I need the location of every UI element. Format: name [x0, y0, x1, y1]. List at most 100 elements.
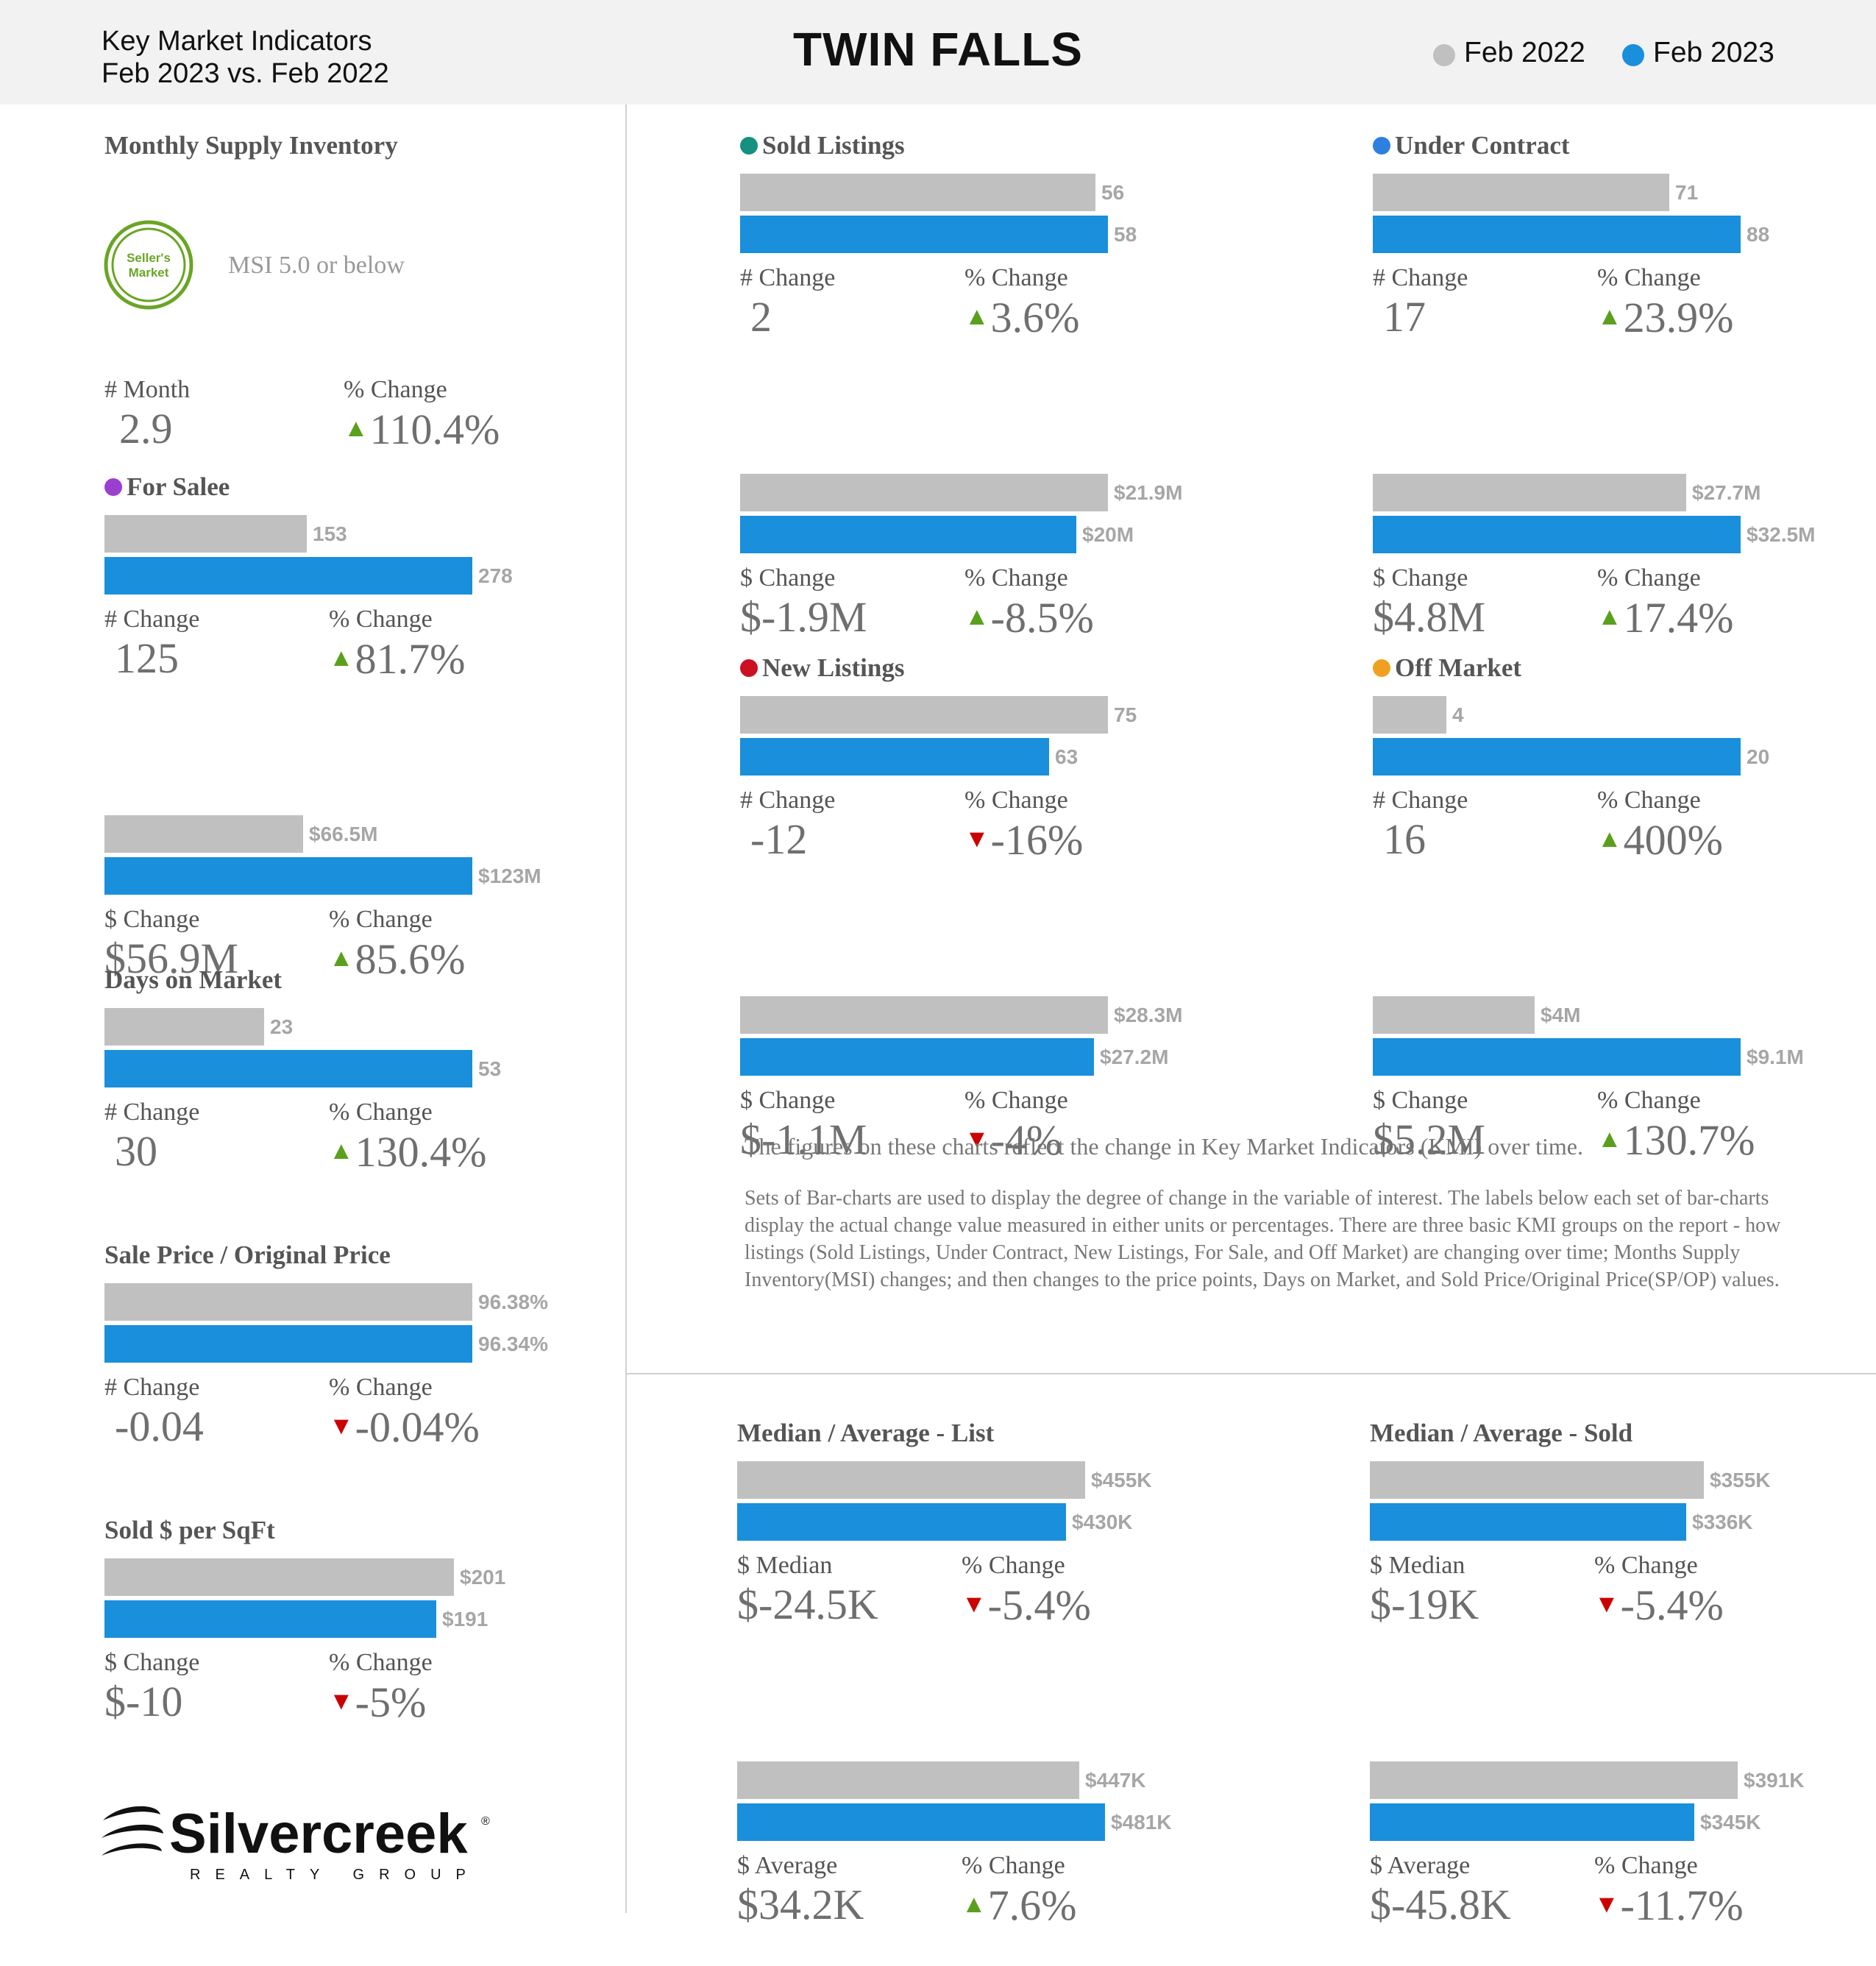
median-average-sold-pct-value: -11.7% [1620, 1881, 1744, 1929]
up-arrow-icon: ▲ [1597, 1126, 1622, 1153]
off-market-pct-value: 130.7% [1623, 1116, 1755, 1164]
sale-original-price-change-label: # Change [104, 1374, 200, 1401]
msi-threshold-text: MSI 5.0 or below [228, 252, 405, 279]
down-arrow-icon: ▼ [962, 1591, 987, 1618]
sellers-market-badge-icon: Seller's Market [104, 220, 193, 310]
for-sale-change-cell: # Change 125 [104, 599, 199, 683]
up-arrow-icon: ▲ [1597, 603, 1622, 631]
median-average-list-change-value: $34.2K [737, 1881, 864, 1928]
for-sale-group-1: $66.5M $123M $ Change $56.9M% Change ▲85.6% [104, 815, 708, 1020]
median-average-list-bar-value: $447K [1085, 1769, 1146, 1792]
sold-listings-title: Sold Listings [740, 124, 1343, 168]
median-average-sold-group-1: $391K $345K $ Average $-45.8K% Change ▼-11.7… [1370, 1761, 1876, 1966]
under-contract-panel: Under Contract 71 88 # Change 17% Change ▲23.… [1373, 124, 1876, 678]
sold-per-sqft-bar-feb-2023: $191 [104, 1600, 488, 1638]
new-listings-group-0: 75 63 # Change -12% Change ▼-16% [740, 696, 1343, 901]
median-average-sold-pct-label: % Change [1594, 1552, 1698, 1579]
sold-listings-bar-value: 56 [1101, 181, 1125, 204]
legend-dot-feb-2022 [1433, 44, 1455, 66]
median-average-list-change-cell: $ Median $-24.5K [737, 1545, 878, 1629]
median-average-sold-title-text: Median / Average - Sold [1370, 1419, 1633, 1447]
for-sale-change-label: # Change [104, 606, 200, 633]
median-average-list-bars: $455K $430K [737, 1461, 1340, 1545]
sold-listings-group-1: $21.9M $20M $ Change $-1.9M% Change ▲-8.5% [740, 474, 1343, 678]
sold-listings-pct-value-row: ▲-8.5% [964, 593, 1094, 642]
median-average-list-change-value: $-24.5K [737, 1580, 878, 1628]
median-average-sold-group-0: $355K $336K $ Median $-19K% Change ▼-5.4% [1370, 1461, 1876, 1666]
median-average-list-bar-feb-2023: $430K [737, 1503, 1133, 1541]
off-market-change-label: # Change [1373, 787, 1468, 814]
sale-original-price-bar-value: 96.34% [478, 1332, 548, 1355]
up-arrow-icon: ▲ [1597, 826, 1622, 853]
median-average-sold-change-value: $-19K [1370, 1580, 1479, 1628]
sold-listings-bar-feb-2023: $20M [740, 516, 1134, 553]
down-arrow-icon: ▼ [329, 1688, 354, 1715]
new-listings-change-value: -12 [750, 815, 808, 863]
sold-listings-change-row: $ Change $-1.9M% Change ▲-8.5% [740, 558, 1343, 678]
for-sale-dot-icon [104, 478, 122, 496]
sold-per-sqft-bar-value: $191 [442, 1608, 488, 1630]
for-sale-pct-value-row: ▲85.6% [329, 934, 465, 984]
sold-per-sqft-group-0: $201 $191 $ Change $-10% Change ▼-5% [104, 1558, 708, 1763]
sale-original-price-bar-value: 96.38% [478, 1291, 548, 1313]
sale-original-price-title: Sale Price / Original Price [104, 1233, 708, 1277]
median-average-sold-pct-value: -5.4% [1620, 1581, 1724, 1629]
sold-listings-bars: $21.9M $20M [740, 474, 1343, 558]
sold-listings-bar-feb-2023: 58 [740, 216, 1137, 253]
off-market-change-cell: $ Change $5.2M [1373, 1080, 1485, 1164]
days-on-market-bar-value: 53 [478, 1057, 502, 1080]
off-market-change-row: # Change 16% Change ▲400% [1373, 780, 1876, 901]
sold-per-sqft-bar-feb-2022: $201 [104, 1558, 505, 1596]
median-average-sold-panel: Median / Average - Sold $355K $336K $ Media… [1370, 1411, 1876, 1966]
under-contract-change-value: 17 [1383, 293, 1426, 341]
sold-listings-bars: 56 58 [740, 174, 1343, 258]
new-listings-bars: 75 63 [740, 696, 1343, 780]
median-average-sold-bar-feb-2022: $391K [1370, 1761, 1805, 1799]
sale-original-price-panel: Sale Price / Original Price 96.38% 96.34% #… [104, 1233, 708, 1488]
sold-listings-bar-feb-2022: 56 [740, 174, 1124, 211]
new-listings-change-cell: $ Change $-1.1M [740, 1080, 867, 1164]
for-sale-change-value: $56.9M [104, 934, 239, 982]
median-average-sold-bars: $391K $345K [1370, 1761, 1876, 1845]
msi-change-cell: # Month 2.9 [104, 369, 190, 453]
down-arrow-icon: ▼ [964, 826, 989, 853]
for-sale-bars: 153 278 [104, 515, 708, 599]
under-contract-group-0: 71 88 # Change 17% Change ▲23.9% [1373, 174, 1876, 378]
sold-listings-change-row: # Change 2% Change ▲3.6% [740, 258, 1343, 378]
off-market-bar-feb-2023: 20 [1373, 738, 1769, 776]
sold-per-sqft-change-row: $ Change $-10% Change ▼-5% [104, 1642, 708, 1763]
under-contract-bars: $27.7M $32.5M [1373, 474, 1876, 558]
median-average-list-change-row: $ Average $34.2K% Change ▲7.6% [737, 1845, 1340, 1966]
for-sale-pct-label: % Change [329, 606, 433, 633]
column-divider [625, 104, 627, 1913]
under-contract-bar-feb-2022: 71 [1373, 174, 1698, 211]
for-sale-change-cell: $ Change $56.9M [104, 899, 238, 983]
msi-change-row: # Month 2.9 % Change ▲110.4% [104, 369, 546, 490]
sold-per-sqft-change-label: $ Change [104, 1649, 200, 1676]
new-listings-bar-feb-2022: 75 [740, 696, 1137, 734]
under-contract-change-row: $ Change $4.8M% Change ▲17.4% [1373, 558, 1876, 678]
new-listings-bar-feb-2022: $28.3M [740, 996, 1182, 1034]
new-listings-bar-value: $28.3M [1114, 1004, 1183, 1026]
report-period: Feb 2023 vs. Feb 2022 [102, 58, 389, 89]
median-average-list-group-0: $455K $430K $ Median $-24.5K% Change ▼-5.4% [737, 1461, 1340, 1666]
under-contract-pct-value: 17.4% [1623, 594, 1734, 642]
median-average-sold-bar-value: $355K [1710, 1469, 1771, 1491]
off-market-change-cell: # Change 16 [1373, 780, 1468, 864]
for-sale-change-value: 125 [115, 634, 179, 682]
off-market-bar-feb-2022: $4M [1373, 996, 1580, 1034]
new-listings-dot-icon [740, 659, 758, 677]
median-average-sold-pct-cell: % Change ▼-5.4% [1594, 1545, 1724, 1630]
median-average-list-pct-value-row: ▼-5.4% [962, 1580, 1091, 1630]
new-listings-title-text: New Listings [762, 653, 905, 682]
under-contract-bar-feb-2023: 88 [1373, 216, 1769, 253]
median-average-sold-change-label: $ Median [1370, 1552, 1465, 1579]
median-average-sold-change-cell: $ Median $-19K [1370, 1545, 1479, 1629]
off-market-group-0: 4 20 # Change 16% Change ▲400% [1373, 696, 1876, 901]
off-market-change-value: 16 [1383, 815, 1426, 863]
new-listings-change-label: $ Change [740, 1087, 836, 1114]
for-sale-bar-feb-2022: 153 [104, 515, 347, 553]
sale-original-price-pct-cell: % Change ▼-0.04% [329, 1367, 480, 1452]
sold-per-sqft-bar-value: $201 [460, 1566, 506, 1589]
under-contract-group-1: $27.7M $32.5M $ Change $4.8M% Change ▲17.4% [1373, 474, 1876, 678]
